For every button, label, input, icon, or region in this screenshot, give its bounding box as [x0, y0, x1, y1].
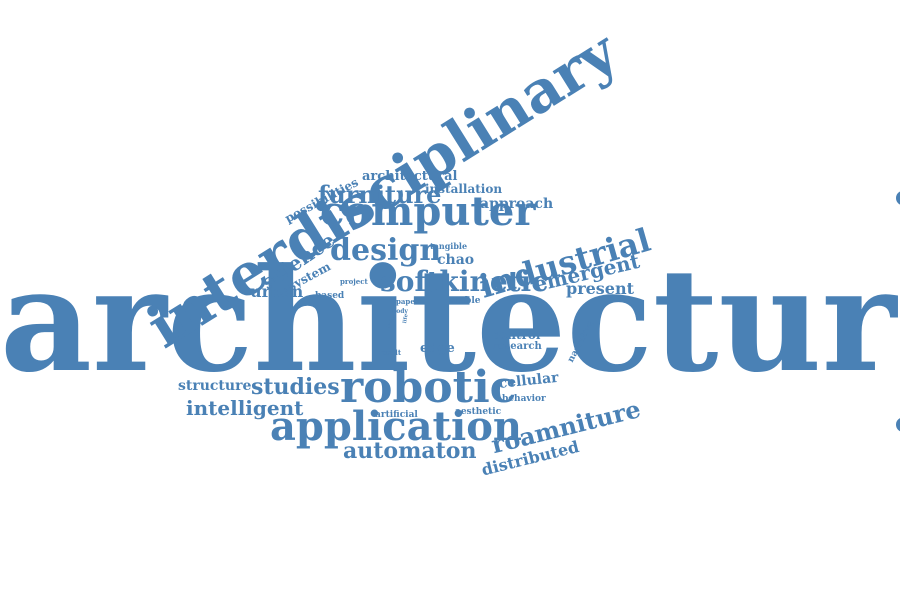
word-architecture: architecture	[0, 238, 900, 404]
word-tangible: tangible	[430, 241, 468, 251]
word-control: control	[492, 328, 541, 342]
word-artificial: artificial	[375, 410, 418, 420]
word-chao: chao	[437, 252, 475, 268]
word-paper: paper	[396, 297, 419, 306]
word-design: design	[330, 233, 442, 268]
word-body: body	[392, 308, 408, 315]
word-computer: computer	[320, 188, 536, 235]
word-aesthetic: aesthetic	[455, 407, 502, 417]
word-present: present	[566, 279, 635, 298]
word-studies: studies	[251, 374, 340, 400]
word-intelligent: intelligent	[186, 396, 304, 420]
word-stable: stable	[450, 296, 481, 306]
word-behavior: behavior	[502, 394, 546, 404]
word-automaton: automaton	[343, 438, 477, 464]
word-architectural: architectural	[362, 169, 458, 184]
word-structure: structure	[178, 378, 252, 394]
word-research: research	[493, 341, 542, 352]
word-edge: edge	[420, 341, 455, 356]
word-result: result	[378, 348, 402, 357]
word-installation: installation	[425, 182, 503, 196]
word-softkinetic: softkinetic	[380, 265, 549, 298]
word-project: project	[340, 277, 368, 286]
word-approach: approach	[480, 196, 554, 212]
word-engineering: engineering	[883, 71, 900, 600]
word-urban: urban	[250, 282, 304, 301]
word-based: based	[315, 291, 345, 301]
word-application: application	[270, 403, 522, 450]
word-robotic: robotic	[340, 362, 517, 413]
word-furniture: furniture	[318, 180, 442, 209]
